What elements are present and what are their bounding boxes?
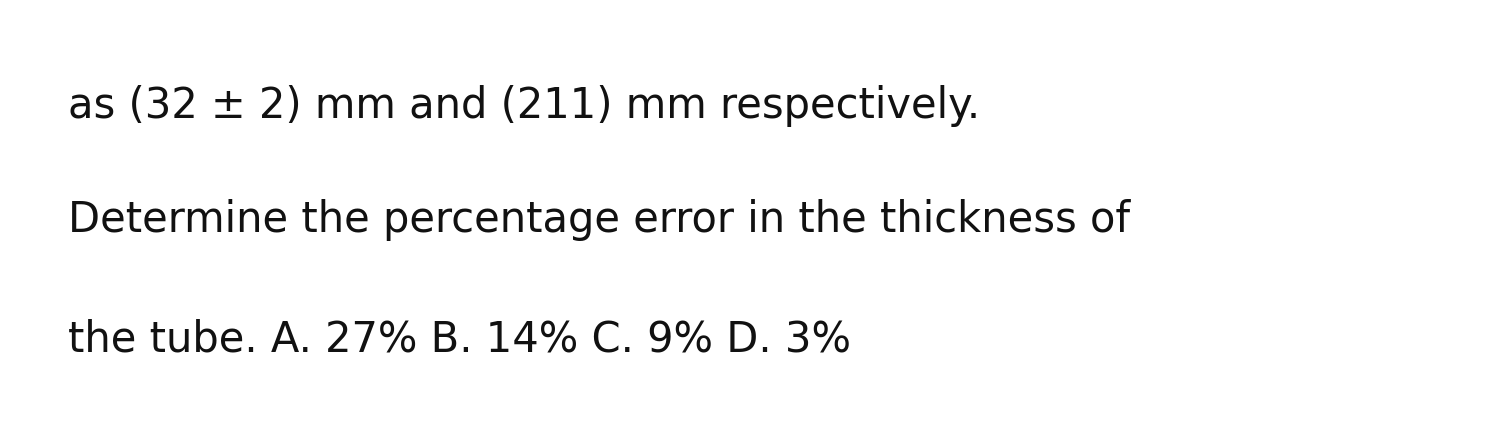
Text: the tube. A. 27% B. 14% C. 9% D. 3%: the tube. A. 27% B. 14% C. 9% D. 3%	[68, 318, 850, 360]
Text: Determine the percentage error in the thickness of: Determine the percentage error in the th…	[68, 199, 1130, 242]
Text: as (32 ± 2) mm and (211) mm respectively.: as (32 ± 2) mm and (211) mm respectively…	[68, 85, 980, 127]
